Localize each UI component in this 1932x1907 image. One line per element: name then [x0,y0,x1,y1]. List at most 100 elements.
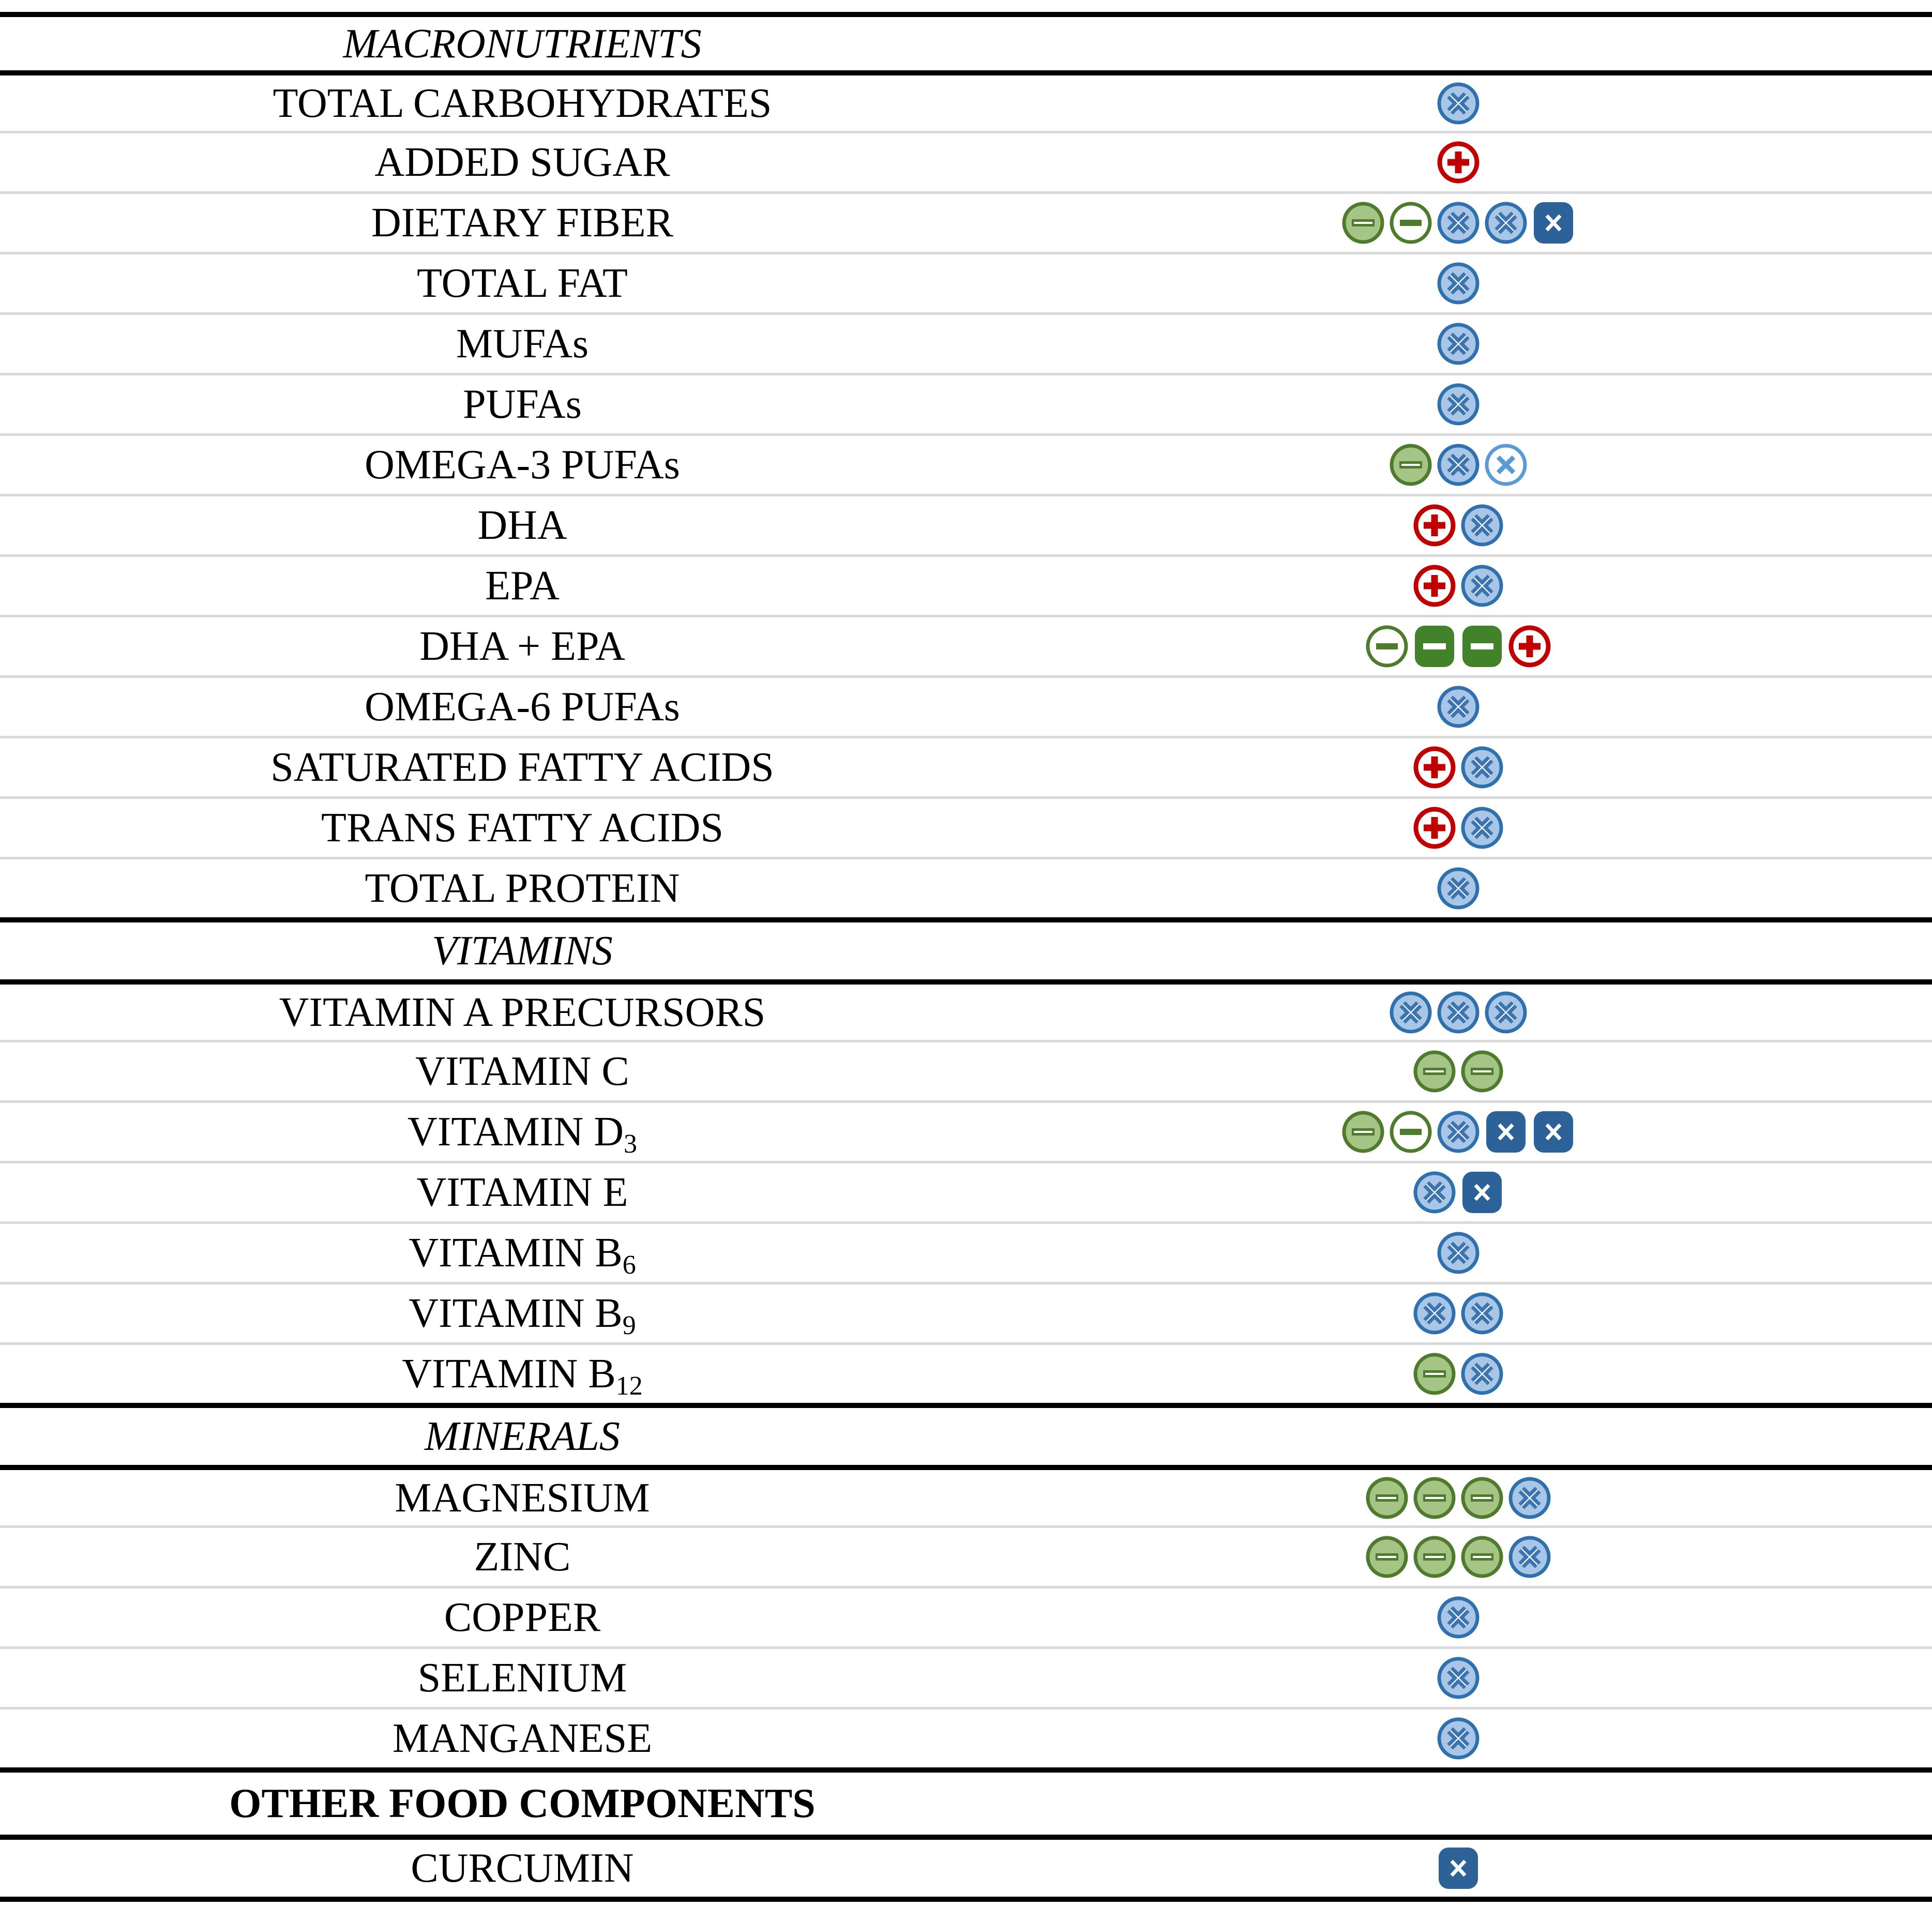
green-square-minus-icon [1460,625,1504,668]
effect-icons [1045,322,1932,366]
nutrient-label: DIETARY FIBER [371,200,673,246]
effect-icons [1045,1476,1932,1520]
effect-icons [1045,1596,1932,1639]
nutrient-effects-table: MACRONUTRIENTS TOTAL CARBOHYDRATES ADDED … [0,12,1932,1902]
table-row: TRANS FATTY ACIDS [0,796,1932,857]
table-row: VITAMIN A PRECURSORS [0,979,1932,1040]
nutrient-label: OMEGA-6 PUFAs [365,684,680,730]
red-circle-plus-icon [1413,806,1456,850]
effect-icons [1045,746,1932,789]
nutrient-label: VITAMIN B12 [402,1351,643,1401]
green-circle-minus-icon [1389,443,1432,487]
section-row: OTHER FOOD COMPONENTS [0,1767,1932,1835]
nutrient-label: VITAMIN C [415,1049,629,1094]
green-circle-minus-outline-icon [1389,201,1432,245]
effect-icons [1045,564,1932,608]
table-row: SELENIUM [0,1646,1932,1707]
table-row: VITAMIN B6 [0,1221,1932,1282]
nutrient-label: MANGANESE [392,1716,653,1761]
blue-square-x-icon [1532,201,1575,245]
section-label: VITAMINS [432,928,613,974]
table-row: VITAMIN D3 [0,1100,1932,1161]
blue-square-x-icon [1532,1110,1575,1154]
effect-icons [1045,1656,1932,1700]
effect-icons [1045,443,1932,487]
table-bottom-rule [0,1897,1932,1902]
table-row: VITAMIN E [0,1161,1932,1221]
effect-icons [1045,1717,1932,1760]
table-row: EPA [0,554,1932,615]
blue-square-x-icon [1484,1110,1528,1154]
effect-icons [1045,1110,1932,1154]
green-circle-minus-outline-icon [1389,1110,1432,1154]
effect-icons [1045,141,1932,184]
nutrient-label: DHA + EPA [419,624,625,669]
blue-circle-x-icon [1460,1292,1504,1335]
blue-circle-x-icon [1437,1656,1480,1700]
blue-circle-x-icon [1437,1110,1480,1154]
blue-circle-x-icon [1460,504,1504,547]
green-circle-minus-icon [1460,1476,1504,1520]
green-circle-minus-icon [1413,1352,1456,1396]
table-row: COPPER [0,1586,1932,1646]
nutrient-label: OMEGA-3 PUFAs [365,442,680,488]
label-subscript: 12 [615,1371,643,1401]
effect-icons [1045,82,1932,125]
red-circle-plus-icon [1413,504,1456,547]
blue-circle-x-icon [1484,991,1528,1034]
table-row: DHA + EPA [0,615,1932,675]
table-row: MUFAs [0,312,1932,373]
blue-circle-x-icon [1437,1596,1480,1639]
blue-circle-x-outline-icon [1484,443,1528,487]
table-row: TOTAL FAT [0,252,1932,312]
blue-circle-x-icon [1437,1231,1480,1275]
blue-circle-x-icon [1484,201,1528,245]
table-row: VITAMIN B9 [0,1282,1932,1342]
label-subscript: 6 [622,1250,636,1280]
nutrient-label: VITAMIN B6 [409,1230,636,1280]
blue-circle-x-icon [1437,82,1480,125]
effect-icons [1045,625,1932,668]
red-circle-plus-icon [1437,141,1480,184]
effect-icons [1045,1231,1932,1275]
nutrient-label: TRANS FATTY ACIDS [321,805,723,851]
table-row: DIETARY FIBER [0,191,1932,252]
nutrient-label: EPA [485,563,560,609]
blue-circle-x-icon [1413,1292,1456,1335]
nutrient-label: DHA [477,503,567,548]
table-row: CURCUMIN [0,1835,1932,1897]
label-subscript: 9 [622,1311,636,1340]
table-row: PUFAs [0,373,1932,433]
effect-icons [1045,806,1932,850]
effect-icons [1045,1352,1932,1396]
green-circle-minus-icon [1341,1110,1385,1154]
blue-circle-x-icon [1437,262,1480,305]
effect-icons [1045,1292,1932,1335]
red-circle-plus-icon [1413,564,1456,608]
section-row: VITAMINS [0,917,1932,979]
nutrient-label: VITAMIN B9 [409,1291,636,1340]
section-row: MINERALS [0,1403,1932,1465]
table-row: ZINC [0,1525,1932,1586]
blue-circle-x-icon [1508,1476,1551,1520]
section-label: OTHER FOOD COMPONENTS [229,1781,816,1826]
blue-circle-x-icon [1437,991,1480,1034]
blue-circle-x-icon [1508,1535,1551,1579]
red-circle-plus-icon [1413,746,1456,789]
effect-icons [1045,383,1932,426]
green-circle-minus-icon [1413,1535,1456,1579]
table-row: MANGANESE [0,1707,1932,1767]
nutrient-label: TOTAL FAT [417,261,628,306]
nutrient-label: SATURATED FATTY ACIDS [270,745,774,790]
section-label: MINERALS [425,1414,620,1459]
blue-circle-x-icon [1389,991,1432,1034]
table-row: OMEGA-3 PUFAs [0,433,1932,494]
blue-square-x-icon [1460,1171,1504,1214]
blue-circle-x-icon [1437,685,1480,729]
blue-circle-x-icon [1437,867,1480,910]
nutrient-label: VITAMIN D3 [407,1109,637,1159]
nutrient-label: TOTAL CARBOHYDRATES [273,80,772,126]
table-row: ADDED SUGAR [0,131,1932,191]
nutrient-label: CURCUMIN [411,1845,634,1891]
effect-icons [1045,685,1932,729]
